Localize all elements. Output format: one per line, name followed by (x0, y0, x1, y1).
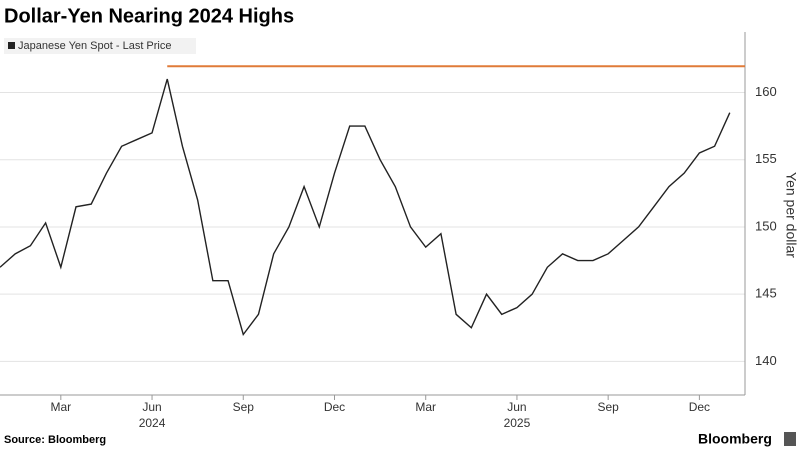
x-tick-label: Sep (597, 400, 619, 414)
year-label: 2024 (139, 416, 166, 430)
x-tick-label: Dec (324, 400, 345, 414)
y-tick-label: 150 (755, 218, 777, 233)
price-line (0, 78, 731, 337)
chart-title: Dollar-Yen Nearing 2024 Highs (4, 5, 294, 27)
y-tick-label: 160 (755, 84, 777, 99)
x-tick-label: Jun (142, 400, 161, 414)
x-tick-label: Mar (415, 400, 436, 414)
y-tick-label: 140 (755, 353, 777, 368)
brand: Bloomberg (698, 431, 772, 447)
y-axis-label: Yen per dollar (783, 172, 799, 258)
x-tick-label: Mar (50, 400, 71, 414)
source: Source: Bloomberg (4, 434, 106, 446)
y-tick-label: 155 (755, 151, 777, 166)
y-tick-label: 145 (755, 286, 777, 301)
x-tick-label: Sep (233, 400, 255, 414)
legend-label: Japanese Yen Spot - Last Price (18, 40, 172, 52)
legend-bg (4, 38, 196, 54)
x-tick-label: Dec (689, 400, 710, 414)
year-label: 2025 (504, 416, 531, 430)
legend-swatch (8, 42, 15, 49)
x-tick-label: Jun (507, 400, 526, 414)
brand-icon (784, 432, 796, 446)
